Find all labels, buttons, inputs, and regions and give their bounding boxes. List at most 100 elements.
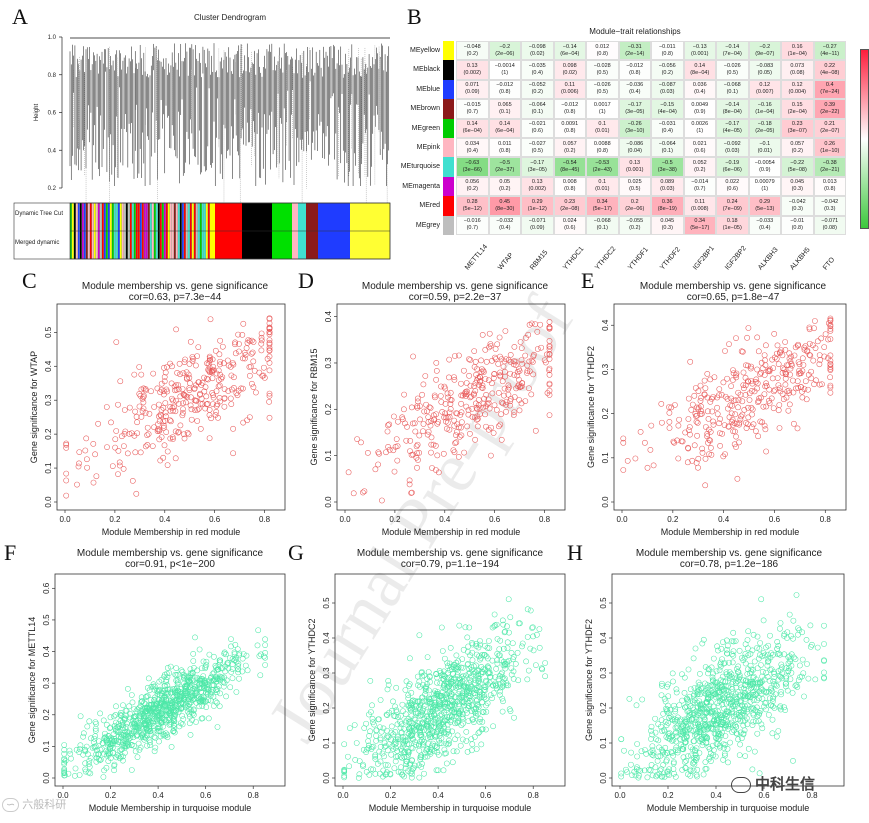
heatmap-cell-pvalue: (0.004) [788,89,806,96]
data-point [229,675,236,682]
heatmap-cell: −0.5 (3e−38) [651,157,684,177]
data-point [693,404,700,411]
heatmap-cell-value: 0.1 [598,121,607,128]
data-point [748,363,755,370]
data-point [229,360,236,366]
data-point [827,328,834,334]
x-axis-label: Module Membership in turquoise module [647,803,810,813]
data-point [680,722,686,729]
data-point [209,356,216,363]
data-point [422,753,428,760]
data-point [170,728,177,734]
data-point [452,700,459,707]
data-point [232,350,239,357]
data-point [756,395,763,402]
data-point [416,678,423,685]
data-point [438,692,445,699]
heatmap-cell-pvalue: (0.001) [626,167,644,174]
data-point [100,717,107,724]
data-point [187,684,194,690]
data-point [689,746,696,753]
heatmap-cell-value: −0.31 [627,43,642,50]
data-point [519,380,525,387]
data-point [681,690,688,696]
data-point [723,700,730,707]
data-point [397,724,404,731]
heatmap-cell-value: −0.087 [658,82,676,89]
data-point [631,768,638,775]
data-point [728,410,735,417]
data-point [219,665,226,672]
data-point [173,703,180,710]
data-point [500,658,507,665]
data-point [745,666,751,673]
data-point [405,751,412,758]
data-point [492,346,499,352]
data-point [202,384,209,390]
data-point [227,655,233,661]
data-point [459,694,466,701]
data-point [258,347,265,354]
data-point [424,735,431,741]
data-point [441,724,447,731]
data-point [731,420,738,426]
data-point [209,375,216,382]
data-point [744,708,751,715]
data-point [751,748,758,755]
data-point [417,706,424,712]
data-point [742,660,749,667]
data-point [794,342,801,349]
data-point [422,373,429,379]
data-point [499,378,506,385]
data-point [214,685,221,692]
data-point [729,402,735,409]
data-point [405,715,412,722]
data-point [406,725,413,731]
data-point [501,368,508,375]
wechat-logo: 中科生信 [731,773,815,794]
heatmap-cell: −0.048 (0.2) [456,41,489,61]
data-point [465,692,472,699]
data-point [668,404,675,411]
data-point [151,733,158,740]
data-point [405,749,412,755]
data-point [741,693,748,700]
data-point [787,365,794,372]
data-point [763,706,769,713]
data-point [691,442,698,449]
data-point [676,718,683,725]
data-point [414,395,421,402]
data-point [643,751,650,757]
data-point [441,709,447,716]
heatmap-cell-value: 0.13 [531,179,543,186]
data-point [733,335,739,341]
data-point [230,425,236,432]
x-tick-label: 0.4 [433,791,445,800]
track-outer-frame [13,202,391,260]
data-point [472,436,478,443]
data-point [718,659,724,666]
data-point [740,692,747,699]
data-point [716,711,723,718]
data-point [453,439,460,446]
data-point [438,383,444,390]
data-point [161,682,168,689]
data-point [674,749,681,756]
data-point [428,734,435,741]
data-points [620,315,834,489]
heatmap-cell: 0.0088 (0.8) [586,138,619,158]
data-point [771,671,778,677]
data-point [131,714,138,720]
data-point [399,701,406,708]
heatmap-cell-value: 0.024 [562,218,577,225]
data-point [483,392,489,398]
data-point [730,722,736,729]
data-point [736,711,742,718]
data-point [725,723,732,730]
heatmap-cell-value: −0.2 [499,43,511,50]
data-point [111,767,117,774]
data-point [489,380,495,387]
heatmap-cell-value: 0.26 [824,140,836,147]
data-point [221,650,228,657]
data-point [419,391,425,398]
